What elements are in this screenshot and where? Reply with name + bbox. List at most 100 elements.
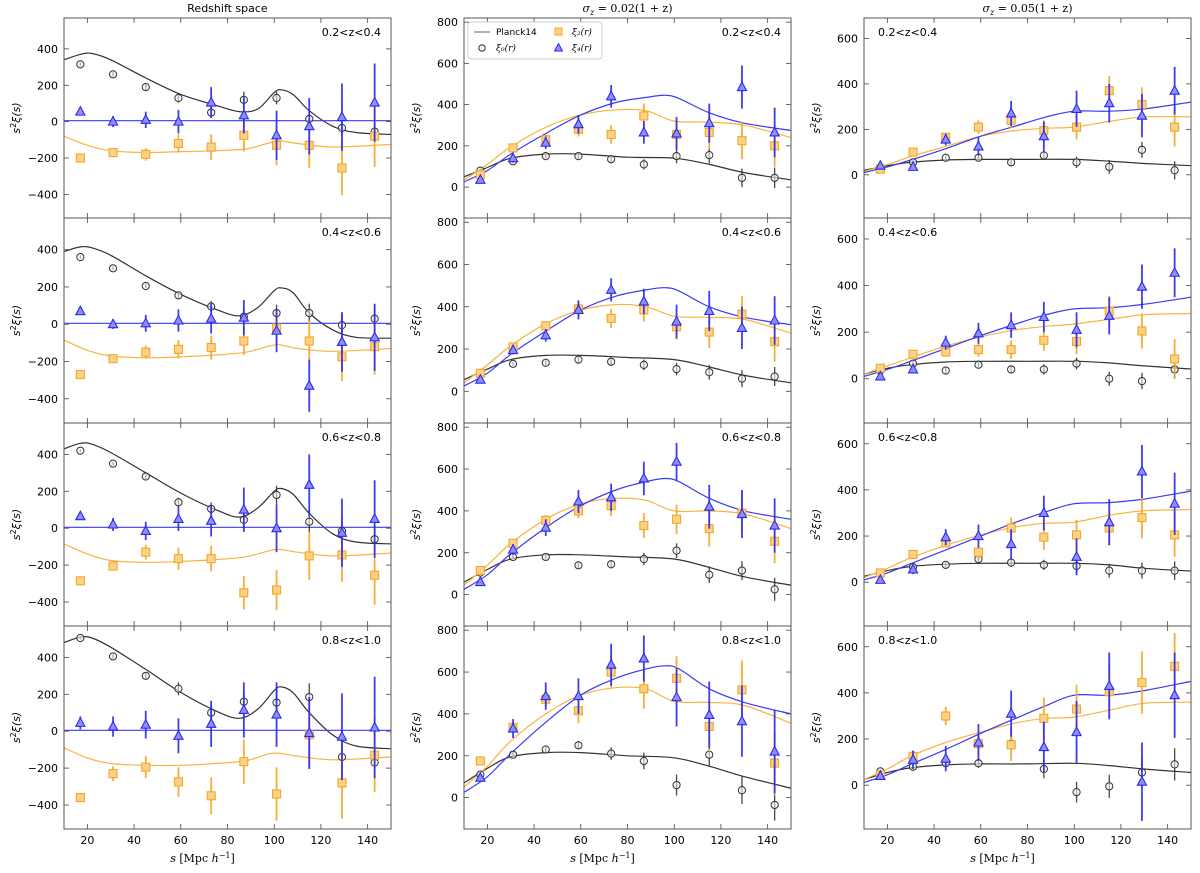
model-xi0-line [64,635,391,750]
plot-area [464,278,791,388]
xi0-point [770,372,779,381]
xi2-point [508,143,518,153]
y-tick-label: 200 [837,530,858,543]
y-tick-label: 400 [837,78,858,91]
xi4-point [874,159,886,170]
xi4-point [172,729,184,740]
legend-label: ξ₂(r) [572,27,592,38]
xi4-point [736,80,748,92]
xi4-point [474,575,486,587]
xi4-point [140,524,152,536]
xi0-point [607,560,616,569]
xi2-point [108,147,118,158]
xi0-point [174,291,183,300]
y-tick-label: −400 [28,799,58,812]
y-tick-label: 200 [437,343,458,356]
xi4-point [74,105,86,116]
xi4-point [336,526,348,537]
xi0-point [1007,158,1016,167]
xi4-point [140,317,152,328]
redshift-bin-label: 0.4<z<0.6 [878,226,937,239]
xi4-point [74,716,86,727]
model-xi0-line [64,52,391,135]
xi4-point [638,295,650,306]
y-tick-label: 0 [51,116,58,129]
y-tick-label: 0 [51,318,58,331]
x-tick-label: 40 [127,834,141,847]
xi4-point [605,491,617,502]
xi4-point [1103,679,1115,691]
xi0-point [174,684,183,693]
x-tick-label: 120 [710,834,731,847]
plot-area [464,442,791,601]
model-xi2-line [64,747,391,767]
y-tick-label: 200 [437,750,458,763]
xi0-point [639,360,648,369]
xi2-point [1006,345,1016,355]
model-xi2-line [864,312,1191,375]
y-tick-label: 200 [37,79,58,92]
xi2-point [1137,677,1147,688]
xi4-point [336,335,348,346]
xi4-point [507,343,519,355]
xi4-point [238,503,250,514]
xi2-point [271,585,282,595]
xi4-point [874,769,886,780]
xi4-point [271,324,283,335]
redshift-bin-label: 0.4<z<0.6 [322,226,381,239]
xi4-point [1038,310,1050,322]
panel-1-1: 0 200 400 600 800 s2ξ(s) 0.4<z<0.6 [409,216,792,424]
xi0-point [1137,566,1147,575]
y-tick-label: 400 [437,99,458,112]
xi0-point [141,82,150,92]
xi4-point [140,718,152,729]
y-tick-label: 400 [437,301,458,314]
plot-area [64,633,391,821]
xi0-point [305,517,314,526]
xi2-point [908,147,918,157]
xi4-point [605,283,617,294]
xi0-point [672,365,681,374]
xi0-point [672,152,681,161]
y-axis-label: s2ξ(s) [409,509,423,540]
xi4-point [369,331,381,342]
xi4-point [474,373,486,384]
xi4-point [336,110,348,122]
xi4-point [907,563,919,574]
xi0-point [1105,566,1114,575]
x-tick-label: 60 [574,834,588,847]
xi2-point [173,777,183,787]
x-tick-label: 60 [174,834,188,847]
xi0-point [607,749,616,758]
y-tick-label: 200 [37,688,58,701]
xi4-point [874,370,886,381]
xi0-point [541,358,550,367]
xi0-point [1137,145,1147,154]
xi0-point [737,374,747,383]
y-tick-label: 400 [437,505,458,518]
xi2-point [639,520,649,531]
xi0-point [508,359,518,368]
xi2-point [239,588,249,598]
xi2-point [606,129,616,140]
xi2-point [1072,530,1082,540]
panel-2-0: 0 200 400 600 s2ξ(s) 0.2<z<0.4 [809,17,1192,219]
y-tick-label: 600 [437,463,458,476]
xi4-point [736,507,748,519]
xi4-point [507,722,519,733]
xi0-point [305,308,314,318]
xi0-point [174,498,183,507]
xi4-point [540,521,552,532]
xi2-point [304,551,314,561]
xi0-point [272,490,281,500]
legend: Planck14 ξ₀(r) ξ₂(r) ξ₄(r) [467,21,603,60]
xi2-point [173,554,183,564]
model-xi2-line [464,108,791,181]
xi2-point [639,111,649,121]
xi4-point [336,730,348,741]
y-axis-label: s2ξ(s) [809,305,823,336]
xi0-point [770,173,779,182]
y-axis-label: s2ξ(s) [409,712,423,743]
legend-label: ξ₀(r) [496,43,516,54]
